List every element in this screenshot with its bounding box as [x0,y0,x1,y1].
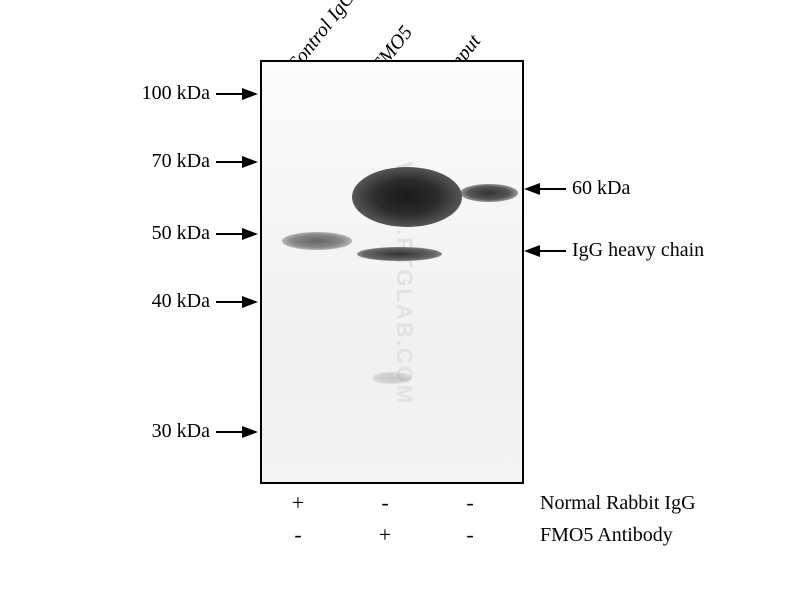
mw-label-70: 70 kDa [110,150,210,173]
mw-arrow-50 [242,228,258,240]
right-label-igg-heavy-chain: IgG heavy chain [572,239,704,262]
blot-background [262,62,522,482]
row1-lane2-symbol: - [365,490,405,516]
row1-label: Normal Rabbit IgG [540,492,696,515]
mw-label-100: 100 kDa [110,82,210,105]
row2-label: FMO5 Antibody [540,524,673,547]
right-arrow-stem-igg [540,250,566,252]
right-arrow-60kda [524,183,540,195]
row2-lane2-symbol: + [365,522,405,548]
right-arrow-igg [524,245,540,257]
row2-lane1-symbol: - [278,522,318,548]
figure-container: Control IgG FMO5 Input WWW.PTGLAB.COM 10… [0,0,800,600]
row1-lane3-symbol: - [450,490,490,516]
row2-lane3-symbol: - [450,522,490,548]
band-input-60kda [460,184,518,202]
band-control-igg-heavy [282,232,352,250]
mw-arrow-stem-40 [216,301,244,303]
mw-arrow-30 [242,426,258,438]
mw-arrow-40 [242,296,258,308]
band-fmo5-60kda [352,167,462,227]
western-blot-image: WWW.PTGLAB.COM [260,60,524,484]
mw-arrow-stem-30 [216,431,244,433]
right-arrow-stem-60kda [540,188,566,190]
right-label-60kda: 60 kDa [572,177,630,200]
mw-label-50: 50 kDa [110,222,210,245]
mw-arrow-70 [242,156,258,168]
mw-arrow-stem-70 [216,161,244,163]
row1-lane1-symbol: + [278,490,318,516]
mw-label-30: 30 kDa [110,420,210,443]
band-fmo5-igg-heavy [357,247,442,261]
mw-arrow-stem-50 [216,233,244,235]
mw-arrow-100 [242,88,258,100]
mw-arrow-stem-100 [216,93,244,95]
mw-label-40: 40 kDa [110,290,210,313]
band-smudge [372,372,412,384]
